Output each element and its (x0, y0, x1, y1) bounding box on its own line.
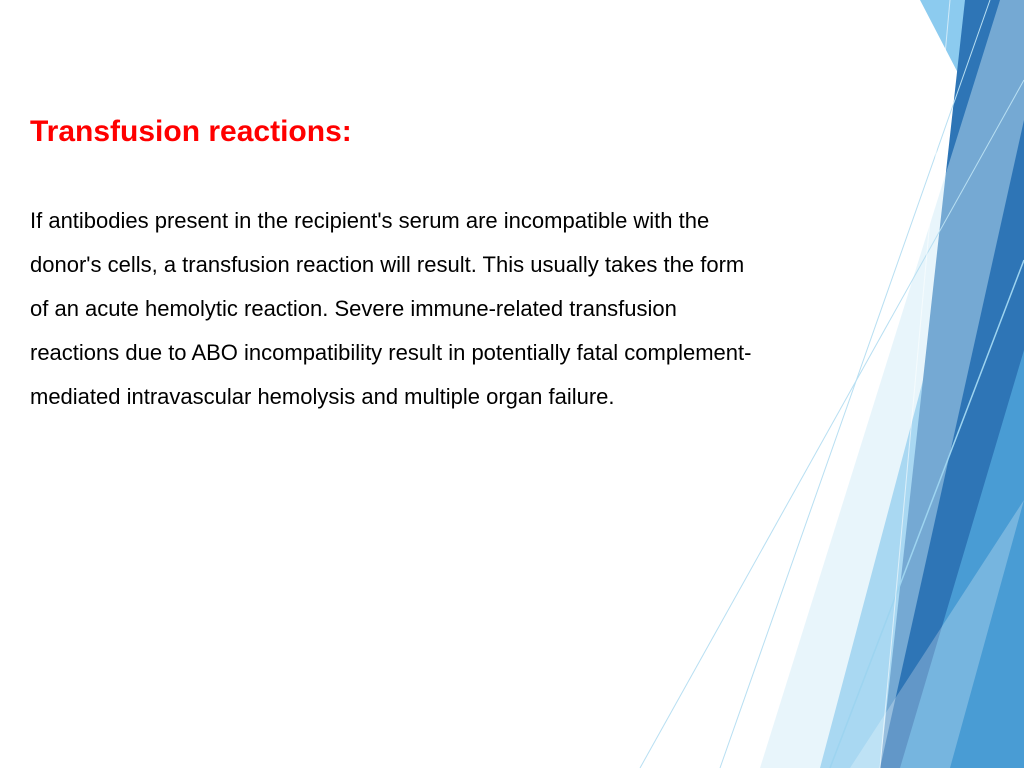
slide-content: Transfusion reactions: If antibodies pre… (0, 0, 820, 419)
slide-title: Transfusion reactions: (30, 115, 760, 149)
slide-body-text: If antibodies present in the recipient's… (30, 199, 760, 419)
